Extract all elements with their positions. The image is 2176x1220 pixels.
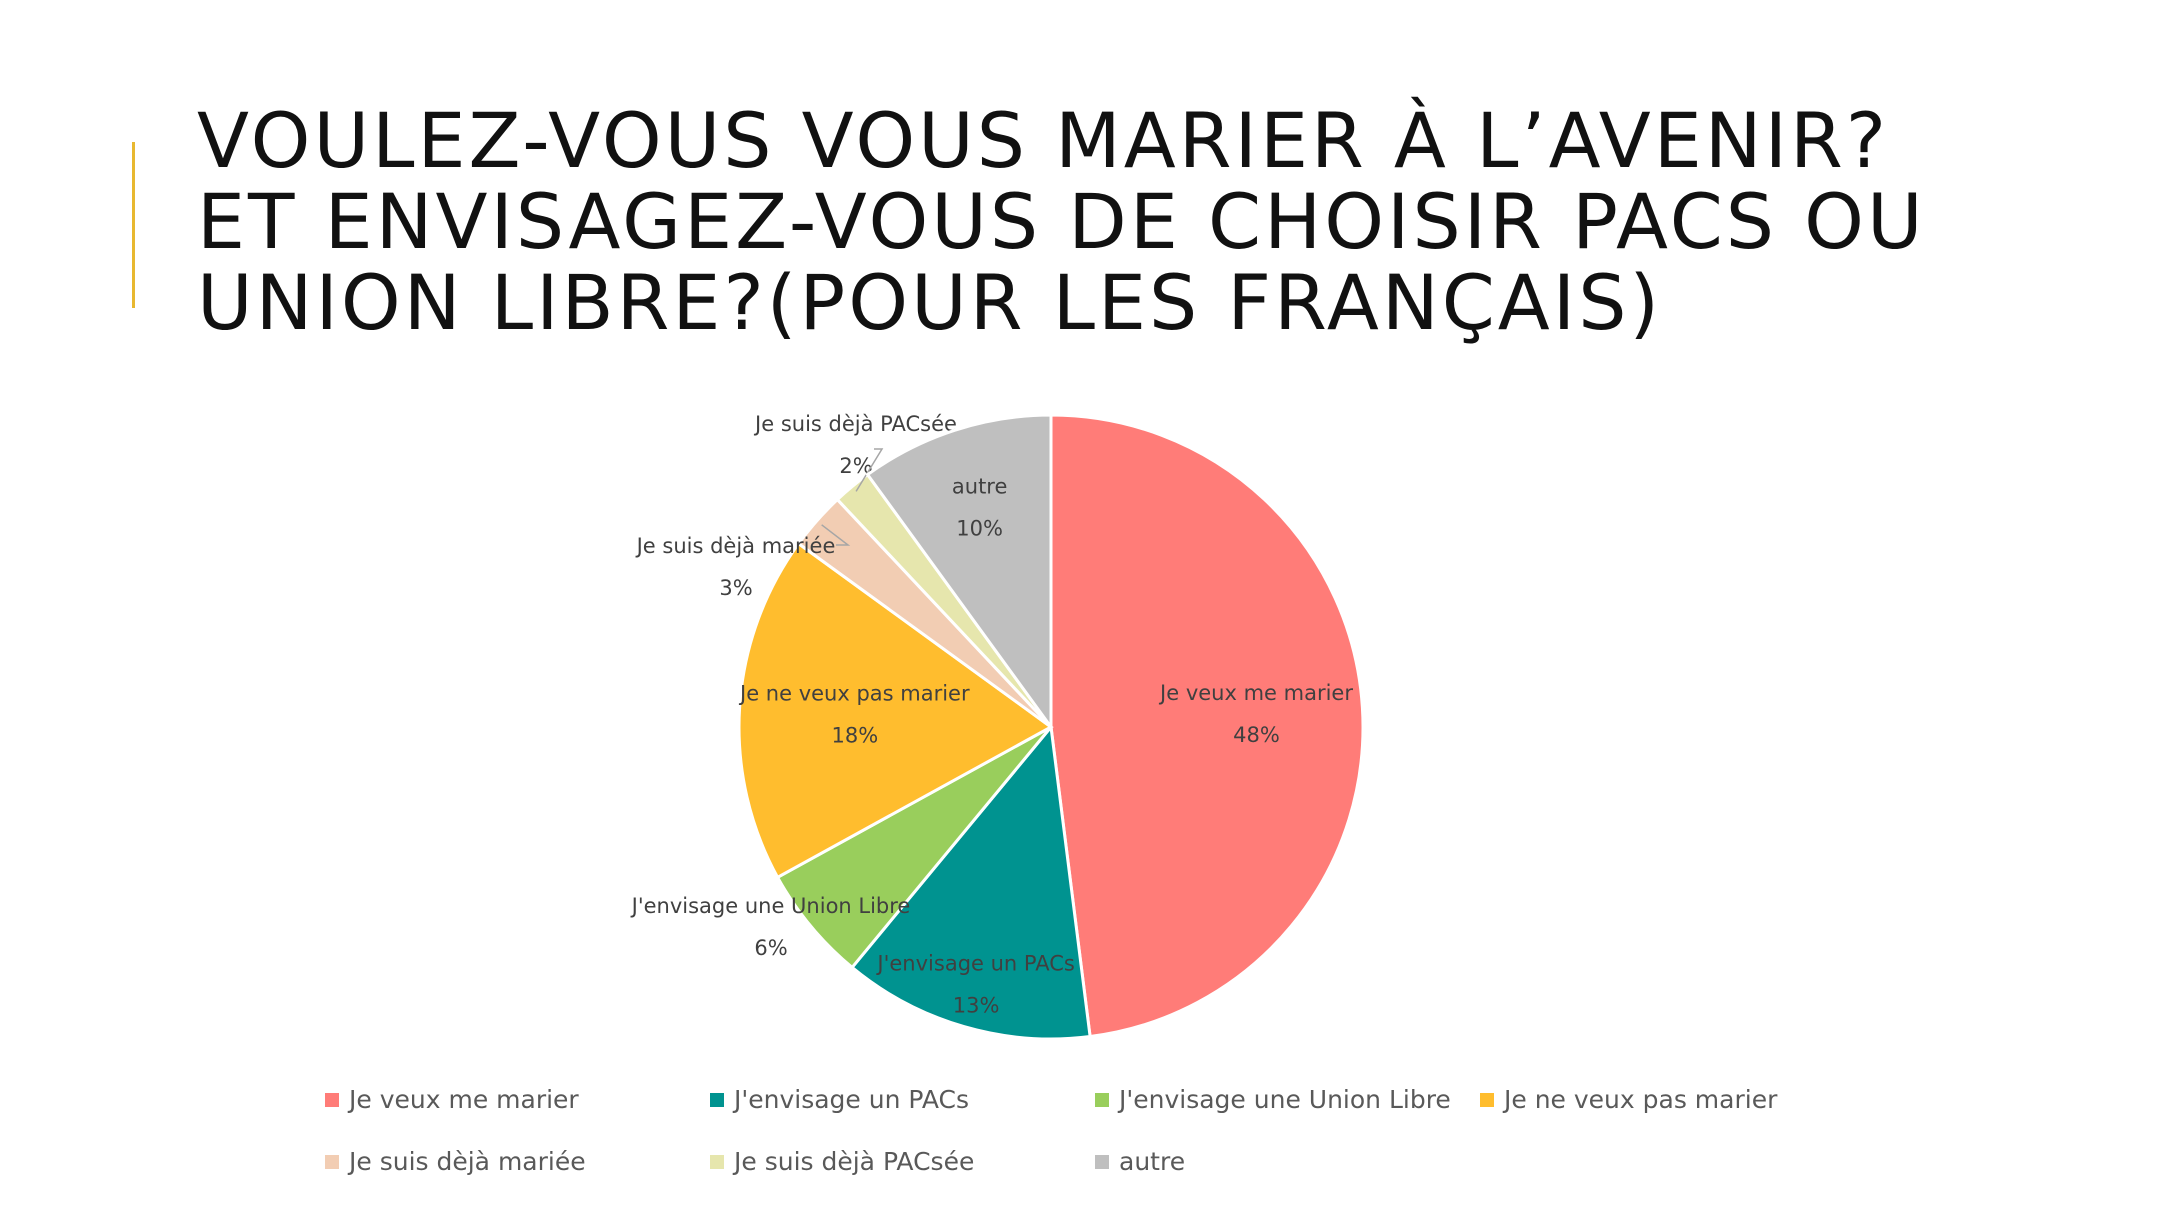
legend-label: Je veux me marier bbox=[349, 1085, 579, 1114]
slice-category-label: Je ne veux pas marier bbox=[738, 682, 970, 706]
pie-slice bbox=[850, 723, 1092, 1041]
legend-item: autre bbox=[1095, 1147, 1185, 1176]
slide-title: VOULEZ-VOUS VOUS MARIER À L’AVENIR? ET E… bbox=[197, 100, 2097, 343]
slice-category-label: Je suis dèjà mariée bbox=[635, 534, 836, 558]
legend-swatch bbox=[710, 1154, 724, 1169]
legend-swatch bbox=[1095, 1154, 1109, 1169]
slice-percent-label: 48% bbox=[1233, 723, 1280, 747]
legend-label: Je suis dèjà PACsée bbox=[734, 1147, 975, 1176]
legend-label: Je suis dèjà mariée bbox=[349, 1147, 586, 1176]
legend-swatch bbox=[325, 1154, 339, 1169]
slice-category-label: Je veux me marier bbox=[1158, 681, 1353, 705]
legend-item: Je suis dèjà mariée bbox=[325, 1147, 586, 1176]
legend-label: autre bbox=[1119, 1147, 1186, 1176]
title-accent-bar bbox=[132, 142, 135, 308]
legend-item: J'envisage une Union Libre bbox=[1095, 1085, 1451, 1114]
label-leader-line bbox=[821, 524, 851, 546]
slide-title-line: ET ENVISAGEZ-VOUS DE CHOISIR PACS OU bbox=[197, 177, 1926, 266]
slice-percent-label: 3% bbox=[719, 576, 752, 600]
legend-swatch bbox=[325, 1092, 339, 1107]
slice-percent-label: 13% bbox=[953, 994, 1000, 1018]
slice-percent-label: 18% bbox=[831, 724, 878, 748]
pie-slice bbox=[737, 541, 1054, 880]
legend-label: J'envisage un PACs bbox=[734, 1085, 970, 1114]
slice-category-label: Je suis dèjà PACsée bbox=[753, 412, 957, 436]
slide-title-line: VOULEZ-VOUS VOUS MARIER À L’AVENIR? bbox=[197, 96, 1890, 185]
legend-swatch bbox=[1480, 1092, 1494, 1107]
legend-item: Je ne veux pas marier bbox=[1480, 1085, 1777, 1114]
pie-slice bbox=[1049, 413, 1365, 1039]
label-leader-line bbox=[855, 448, 884, 492]
legend-item: J'envisage un PACs bbox=[710, 1085, 969, 1114]
slice-category-label: J'envisage un PACs bbox=[875, 952, 1074, 976]
legend-label: Je ne veux pas marier bbox=[1504, 1085, 1778, 1114]
legend-swatch bbox=[1095, 1092, 1109, 1107]
chart-legend: Je veux me marier J'envisage un PACs J'env… bbox=[325, 1085, 1925, 1215]
pie-slice bbox=[865, 413, 1053, 732]
legend-item: Je suis dèjà PACsée bbox=[710, 1147, 974, 1176]
slide-title-line: UNION LIBRE?(POUR LES FRANÇAIS) bbox=[197, 258, 1663, 347]
slice-percent-label: 10% bbox=[956, 516, 1003, 540]
legend-swatch bbox=[710, 1092, 724, 1107]
legend-label: J'envisage une Union Libre bbox=[1119, 1085, 1451, 1114]
slice-category-label: J'envisage une Union Libre bbox=[630, 894, 911, 918]
legend-item: Je veux me marier bbox=[325, 1085, 579, 1114]
slice-category-label: autre bbox=[952, 474, 1008, 498]
slice-percent-label: 6% bbox=[754, 936, 787, 960]
